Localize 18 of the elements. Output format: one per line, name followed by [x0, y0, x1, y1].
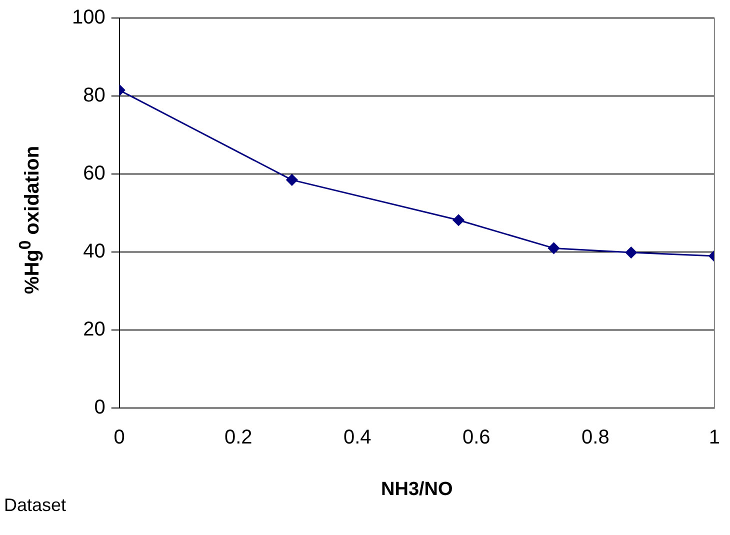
y-tick-label: 60 [83, 162, 106, 185]
y-tick-label: 0 [94, 396, 106, 419]
x-tick-label: 0.2 [224, 426, 252, 449]
x-axis-title: NH3/NO [381, 478, 453, 500]
y-tick-label: 100 [72, 6, 106, 29]
text: Dataset [4, 495, 66, 516]
y-tick-label: 40 [83, 240, 106, 263]
point [286, 174, 298, 186]
x-tick-label: 1 [708, 426, 720, 449]
x-tick-label: 0.4 [343, 426, 372, 449]
x-tick-label: 0.6 [462, 426, 490, 449]
y-tick-label: 80 [83, 84, 106, 107]
x-tick-label: 0.8 [582, 426, 610, 449]
point [548, 242, 560, 254]
point [625, 246, 637, 258]
point [452, 214, 464, 226]
y-tick-label: 20 [83, 318, 106, 341]
x-tick-label: 0 [114, 426, 125, 449]
